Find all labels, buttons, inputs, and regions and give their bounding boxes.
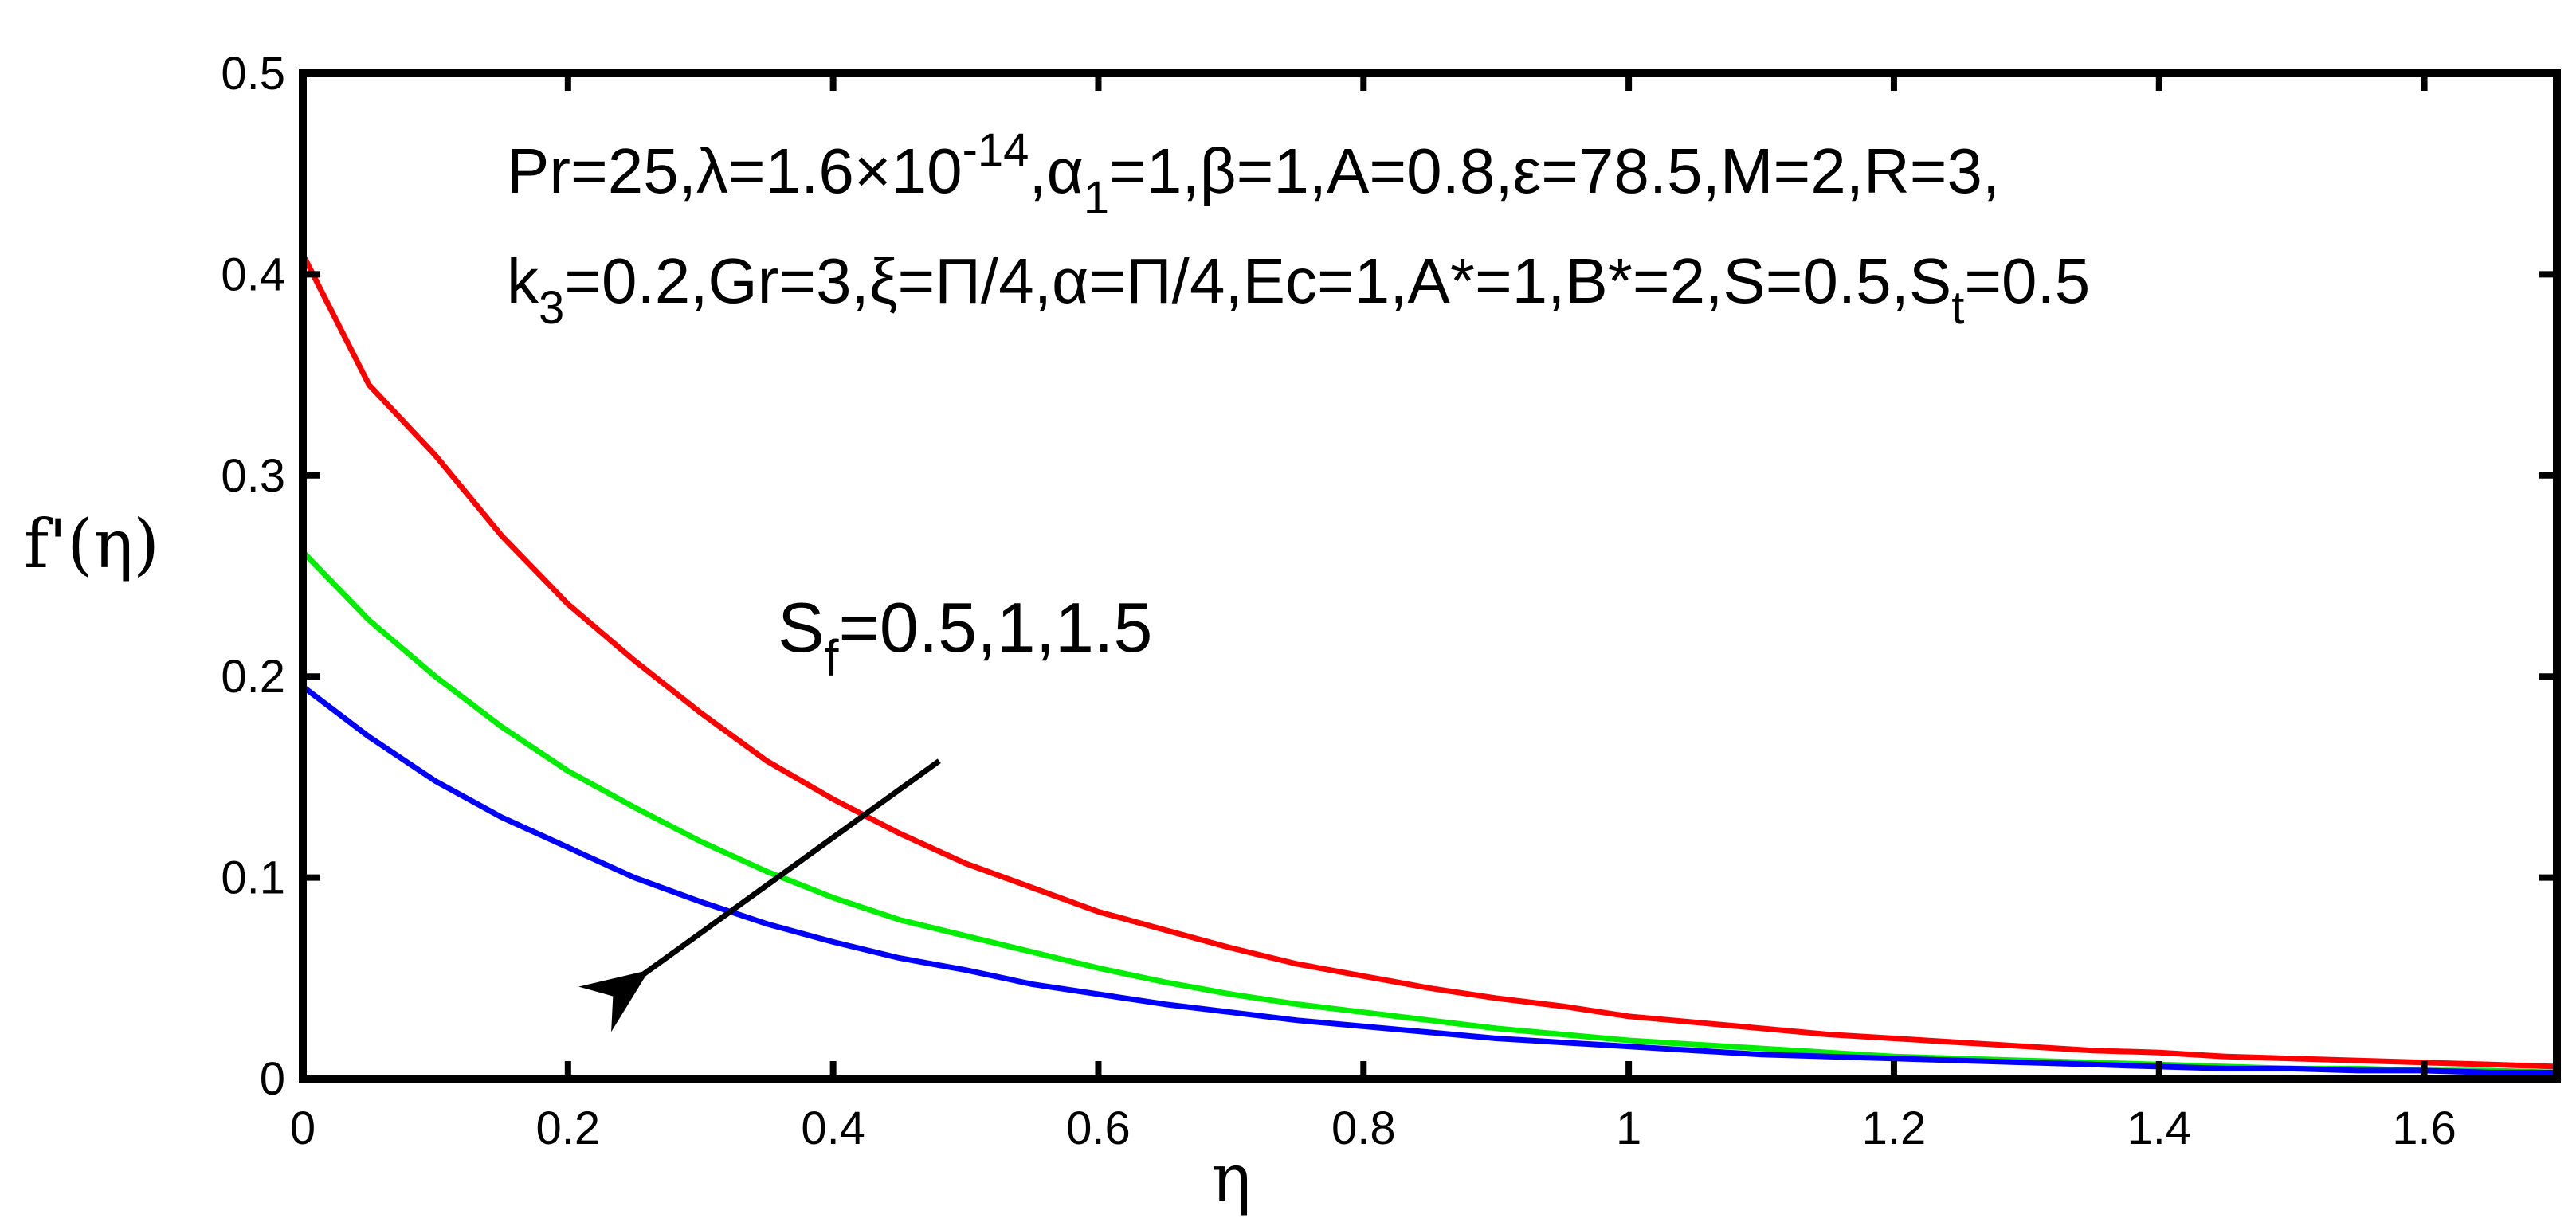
y-tick-label: 0.1 — [221, 852, 285, 904]
y-tick-label: 0.5 — [221, 48, 285, 100]
x-tick-label: 0.2 — [536, 1103, 601, 1154]
x-tick-label: 0.6 — [1066, 1103, 1131, 1154]
series-layer — [300, 253, 2558, 1075]
x-tick-label: 0.8 — [1331, 1103, 1396, 1154]
tick-labels: 0 0.2 0.4 0.6 0.8 1 1.2 1.4 1.6 0 0.1 0.2 0.3 0.4 0.5 — [221, 48, 2456, 1154]
y-tick-label: 0.4 — [221, 249, 285, 300]
y-tick-label: 0.2 — [221, 651, 285, 703]
x-tick-label: 1.2 — [1862, 1103, 1927, 1154]
y-tick-label: 0 — [260, 1053, 285, 1105]
ticks-layer — [300, 70, 2557, 1082]
series-parameter-label: Sf=0.5,1,1.5 — [778, 588, 1152, 687]
x-tick-label: 1 — [1616, 1103, 1641, 1154]
parameters-line-1: Pr=25,λ=1.6×10-14,α1=1,β=1,A=0.8,ε=78.5,… — [507, 124, 2000, 224]
x-axis-label: η — [1211, 1139, 1251, 1217]
parameters-line-2: k3=0.2,Gr=3,ξ=Π/4,α=Π/4,Ec=1,A*=1,B*=2,S… — [507, 245, 2090, 334]
x-tick-label: 1.6 — [2392, 1103, 2456, 1154]
x-tick-label: 1.4 — [2127, 1103, 2191, 1154]
plot-frame — [299, 69, 2561, 1083]
x-tick-label: 0 — [290, 1103, 316, 1154]
series-line-3 — [300, 684, 2557, 1075]
decreasing-trend-arrow — [578, 758, 941, 1032]
y-tick-label: 0.3 — [221, 450, 285, 502]
series-line-2 — [300, 550, 2558, 1075]
series-line-1 — [300, 253, 2558, 1070]
y-axis-label: f'(η) — [24, 505, 159, 583]
x-tick-label: 0.4 — [801, 1103, 865, 1154]
